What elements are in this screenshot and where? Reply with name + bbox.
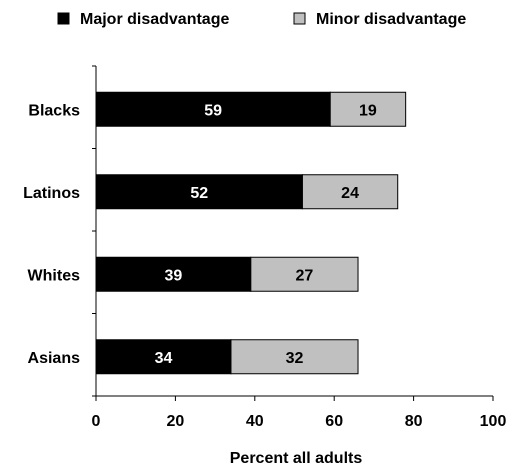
bar-asians-major (95, 339, 232, 375)
bar-latinos-minor (301, 174, 399, 210)
data-label-whites-minor: 27 (296, 267, 314, 284)
category-label-whites: Whites (28, 267, 81, 284)
bar-latinos-major (95, 174, 303, 210)
x-tick-label-20: 20 (167, 413, 185, 430)
data-label-latinos-major: 52 (190, 185, 208, 202)
x-tick-label-60: 60 (325, 413, 343, 430)
bar-whites-minor (250, 256, 359, 292)
bar-blacks-major (95, 91, 331, 127)
axes: 0 20 40 60 80 100 (92, 65, 507, 430)
data-label-blacks-minor: 19 (359, 102, 377, 119)
legend: Major disadvantage Minor disadvantage (57, 11, 466, 28)
bar-asians-minor (230, 339, 359, 375)
bar-whites-major (95, 256, 252, 292)
data-label-asians-minor: 32 (286, 350, 304, 367)
category-label-blacks: Blacks (28, 102, 80, 119)
x-tick-label-0: 0 (92, 413, 101, 430)
legend-label-1: Major disadvantage (80, 11, 229, 28)
legend-label-2: Minor disadvantage (316, 11, 466, 28)
x-tick-label-80: 80 (405, 413, 423, 430)
legend-swatch-1 (57, 12, 70, 25)
data-label-blacks-major: 59 (204, 102, 222, 119)
category-label-asians: Asians (28, 350, 81, 367)
data-label-latinos-minor: 24 (341, 185, 359, 202)
x-tick-label-40: 40 (246, 413, 264, 430)
data-label-asians-major: 34 (155, 350, 173, 367)
x-tick-label-100: 100 (480, 413, 507, 430)
x-axis-label: Percent all adults (230, 450, 363, 467)
bars: 59 19 Blacks 52 24 Latinos 39 27 Whites 34 32 Asian… (23, 91, 407, 375)
category-label-latinos: Latinos (23, 185, 80, 202)
bar-blacks-minor (329, 91, 407, 127)
legend-swatch-2 (293, 12, 306, 25)
data-label-whites-major: 39 (165, 267, 183, 284)
